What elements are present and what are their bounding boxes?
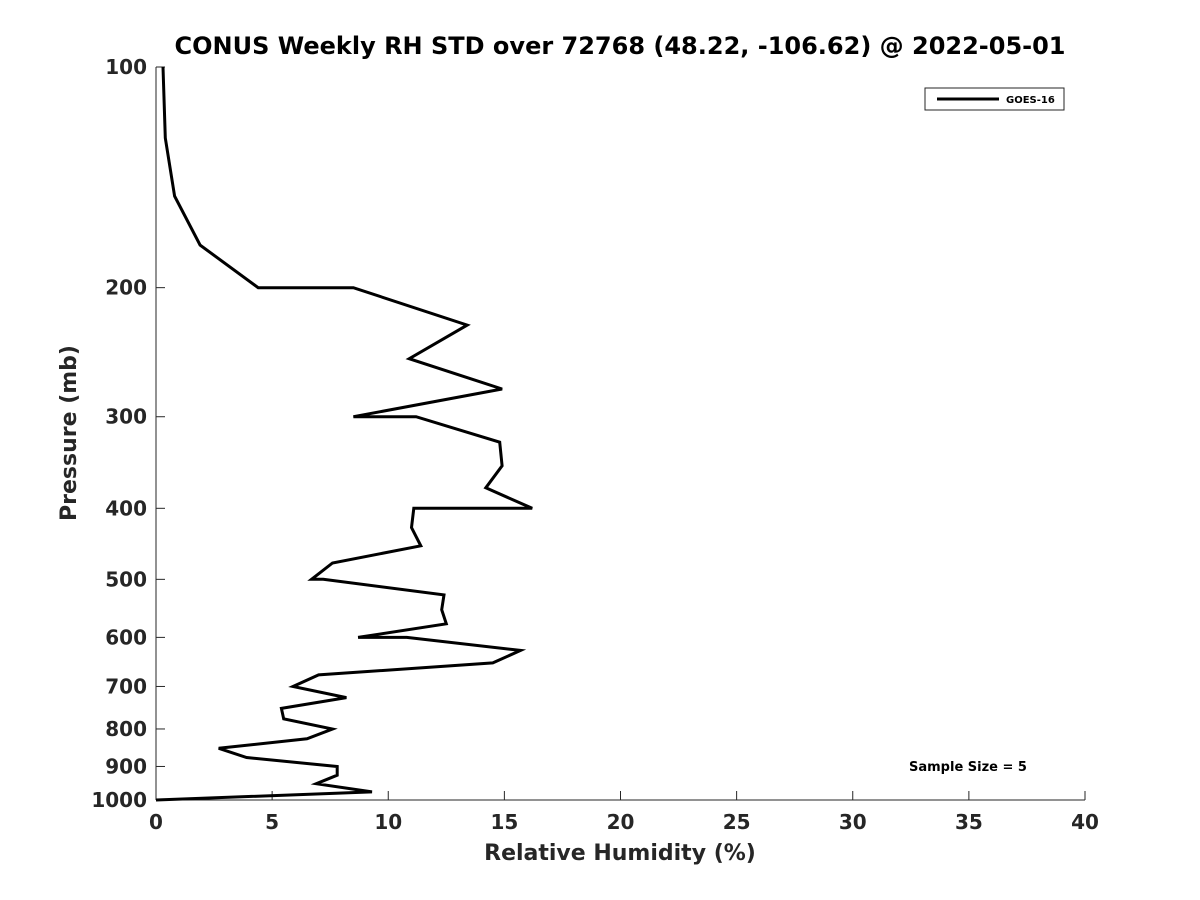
y-tick-label: 400 [105,496,147,520]
sample-size-annotation: Sample Size = 5 [909,760,1027,775]
y-tick-label: 800 [105,717,147,741]
y-tick-label: 600 [105,625,147,649]
x-tick-label: 5 [265,810,279,834]
plot-area: 0 5 10 15 20 25 30 35 40 100 200 300 400 500 600 700 80… [91,55,1099,834]
x-ticks: 0 5 10 15 20 25 30 35 40 [149,791,1099,834]
x-axis-label: Relative Humidity (%) [484,841,756,866]
chart-title: CONUS Weekly RH STD over 72768 (48.22, -… [174,32,1065,60]
x-tick-label: 20 [607,810,635,834]
x-tick-label: 15 [490,810,518,834]
x-tick-label: 40 [1071,810,1099,834]
y-ticks: 100 200 300 400 500 600 700 800 900 1000 [91,55,165,812]
y-tick-label: 300 [105,405,147,429]
x-tick-label: 35 [955,810,983,834]
series-line-goes-16 [155,66,533,802]
x-tick-label: 0 [149,810,163,834]
legend: GOES-16 [924,87,1065,111]
y-tick-label: 200 [105,276,147,300]
y-tick-label: 1000 [91,788,147,812]
y-tick-label: 700 [105,674,147,698]
series-layer [155,66,533,802]
y-axis-label: Pressure (mb) [57,345,82,521]
x-tick-label: 10 [374,810,402,834]
x-tick-label: 25 [723,810,751,834]
legend-entry-goes-16: GOES-16 [1006,95,1055,106]
y-tick-label: 500 [105,567,147,591]
x-tick-label: 30 [839,810,867,834]
y-tick-label: 100 [105,55,147,79]
y-tick-label: 900 [105,754,147,778]
